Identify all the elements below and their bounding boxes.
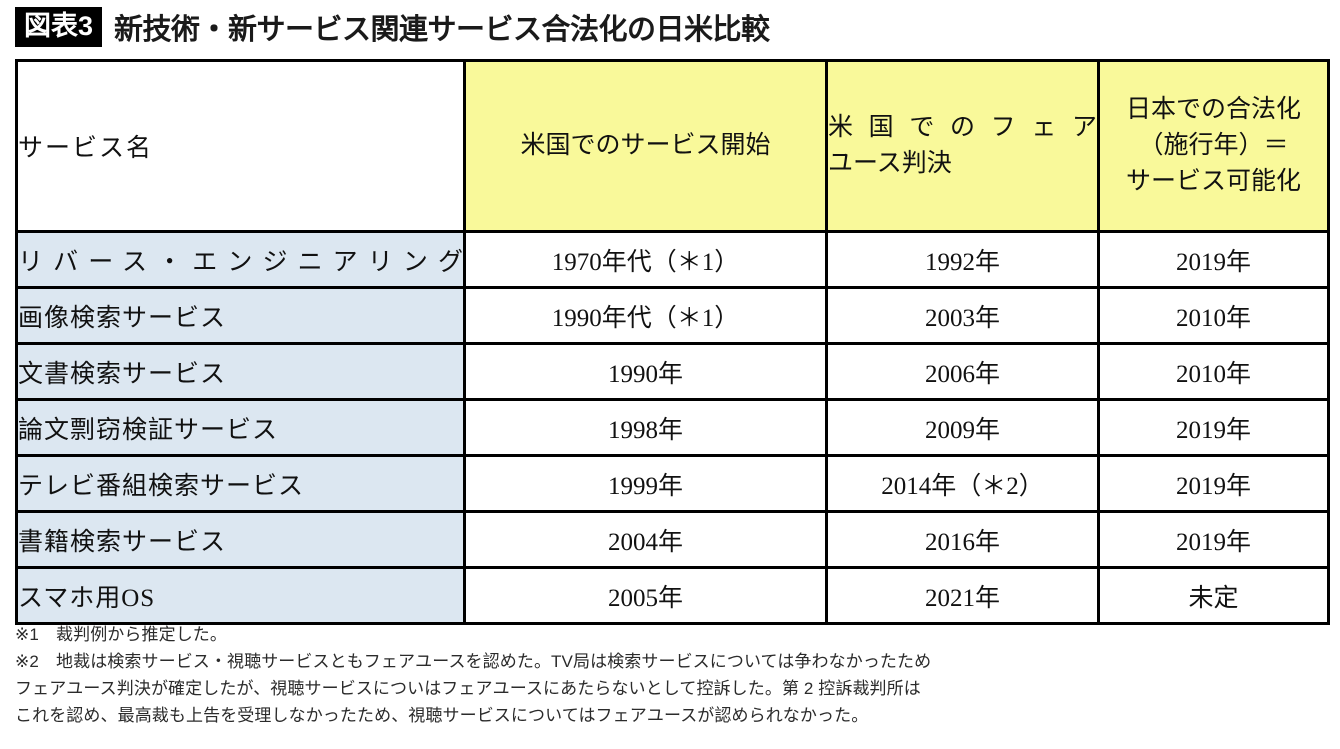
table-row: 文書検索サービス 1990年 2006年 2010年 xyxy=(15,342,1330,401)
cell-us-service-start: 1999年 xyxy=(463,454,828,513)
cell-service-name: テレビ番組検索サービス xyxy=(15,454,466,513)
cell-service-name: 画像検索サービス xyxy=(15,286,466,345)
column-header-japan-legalized: 日本での合法化 （施行年）＝ サービス可能化 xyxy=(1097,59,1330,233)
cell-service-name: リバース・エンジニアリング xyxy=(15,230,466,289)
cell-service-name: 文書検索サービス xyxy=(15,342,466,401)
cell-us-service-start: 1970年代（＊1） xyxy=(463,230,828,289)
cell-us-service-start: 2004年 xyxy=(463,510,828,569)
column-header-japan-legalized-line3: サービス可能化 xyxy=(1125,168,1301,196)
cell-japan-legalized: 未定 xyxy=(1097,566,1330,625)
cell-us-fair-use-ruling: 2003年 xyxy=(825,286,1100,345)
cell-us-service-start: 1990年代（＊1） xyxy=(463,286,828,345)
table-row: 画像検索サービス 1990年代（＊1） 2003年 2010年 xyxy=(15,286,1330,345)
table-row: 書籍検索サービス 2004年 2016年 2019年 xyxy=(15,510,1330,569)
column-header-service-name: サービス名 xyxy=(15,59,466,233)
column-header-us-fair-use: 米国でのフェア ユース判決 xyxy=(825,59,1100,233)
cell-us-service-start: 2005年 xyxy=(463,566,828,625)
cell-us-fair-use-ruling: 2009年 xyxy=(825,398,1100,457)
cell-service-name: スマホ用OS xyxy=(15,566,466,625)
footnote-2-line-1: ※2 地裁は検索サービス・視聴サービスともフェアユースを認めた。TV局は検索サー… xyxy=(15,651,932,671)
footnote-2-line-2: フェアユース判決が確定したが、視聴サービスについはフェアユースにあたらないとして… xyxy=(15,678,921,698)
figure-title-row: 図表3 新技術・新サービス関連サービス合法化の日米比較 xyxy=(15,6,770,48)
cell-us-service-start: 1990年 xyxy=(463,342,828,401)
column-header-japan-legalized-line1: 日本での合法化 xyxy=(1125,95,1301,123)
column-header-us-fair-use-line2: ユース判決 xyxy=(828,150,952,177)
footnote-1: ※1 裁判例から推定した。 xyxy=(15,625,227,644)
table-header-row: サービス名 米国でのサービス開始 米国でのフェア ユース判決 日本での合法化 （… xyxy=(15,59,1330,233)
cell-japan-legalized: 2019年 xyxy=(1097,454,1330,513)
table-row: スマホ用OS 2005年 2021年 未定 xyxy=(15,566,1330,625)
cell-us-fair-use-ruling: 2021年 xyxy=(825,566,1100,625)
cell-japan-legalized: 2019年 xyxy=(1097,230,1330,289)
comparison-table: サービス名 米国でのサービス開始 米国でのフェア ユース判決 日本での合法化 （… xyxy=(15,59,1330,625)
cell-japan-legalized: 2019年 xyxy=(1097,398,1330,457)
column-header-us-service-start-line: 米国でのサービス開始 xyxy=(520,131,771,159)
table-row: テレビ番組検索サービス 1999年 2014年（＊2） 2019年 xyxy=(15,454,1330,513)
footnotes: ※1 裁判例から推定した。 ※2 地裁は検索サービス・視聴サービスともフェアユー… xyxy=(15,622,1330,729)
footnote-2-line-3: これを認め、最高裁も上告を受理しなかったため、視聴サービスについてはフェアユース… xyxy=(15,705,869,725)
cell-japan-legalized: 2010年 xyxy=(1097,342,1330,401)
page-title: 新技術・新サービス関連サービス合法化の日米比較 xyxy=(114,14,770,46)
cell-service-name: 書籍検索サービス xyxy=(15,510,466,569)
column-header-us-fair-use-line1: 米国でのフェア xyxy=(828,113,1097,141)
cell-japan-legalized: 2019年 xyxy=(1097,510,1330,569)
column-header-us-service-start: 米国でのサービス開始 xyxy=(463,59,828,233)
table-row: リバース・エンジニアリング 1970年代（＊1） 1992年 2019年 xyxy=(15,230,1330,289)
cell-service-name: 論文剽窃検証サービス xyxy=(15,398,466,457)
cell-us-fair-use-ruling: 2014年（＊2） xyxy=(825,454,1100,513)
cell-us-fair-use-ruling: 2006年 xyxy=(825,342,1100,401)
cell-us-service-start: 1998年 xyxy=(463,398,828,457)
cell-us-fair-use-ruling: 1992年 xyxy=(825,230,1100,289)
column-header-japan-legalized-line2: （施行年）＝ xyxy=(1138,131,1289,159)
figure-number-badge: 図表3 xyxy=(15,7,103,47)
table-row: 論文剽窃検証サービス 1998年 2009年 2019年 xyxy=(15,398,1330,457)
comparison-table-wrapper: サービス名 米国でのサービス開始 米国でのフェア ユース判決 日本での合法化 （… xyxy=(15,59,1330,625)
cell-us-fair-use-ruling: 2016年 xyxy=(825,510,1100,569)
cell-japan-legalized: 2010年 xyxy=(1097,286,1330,345)
